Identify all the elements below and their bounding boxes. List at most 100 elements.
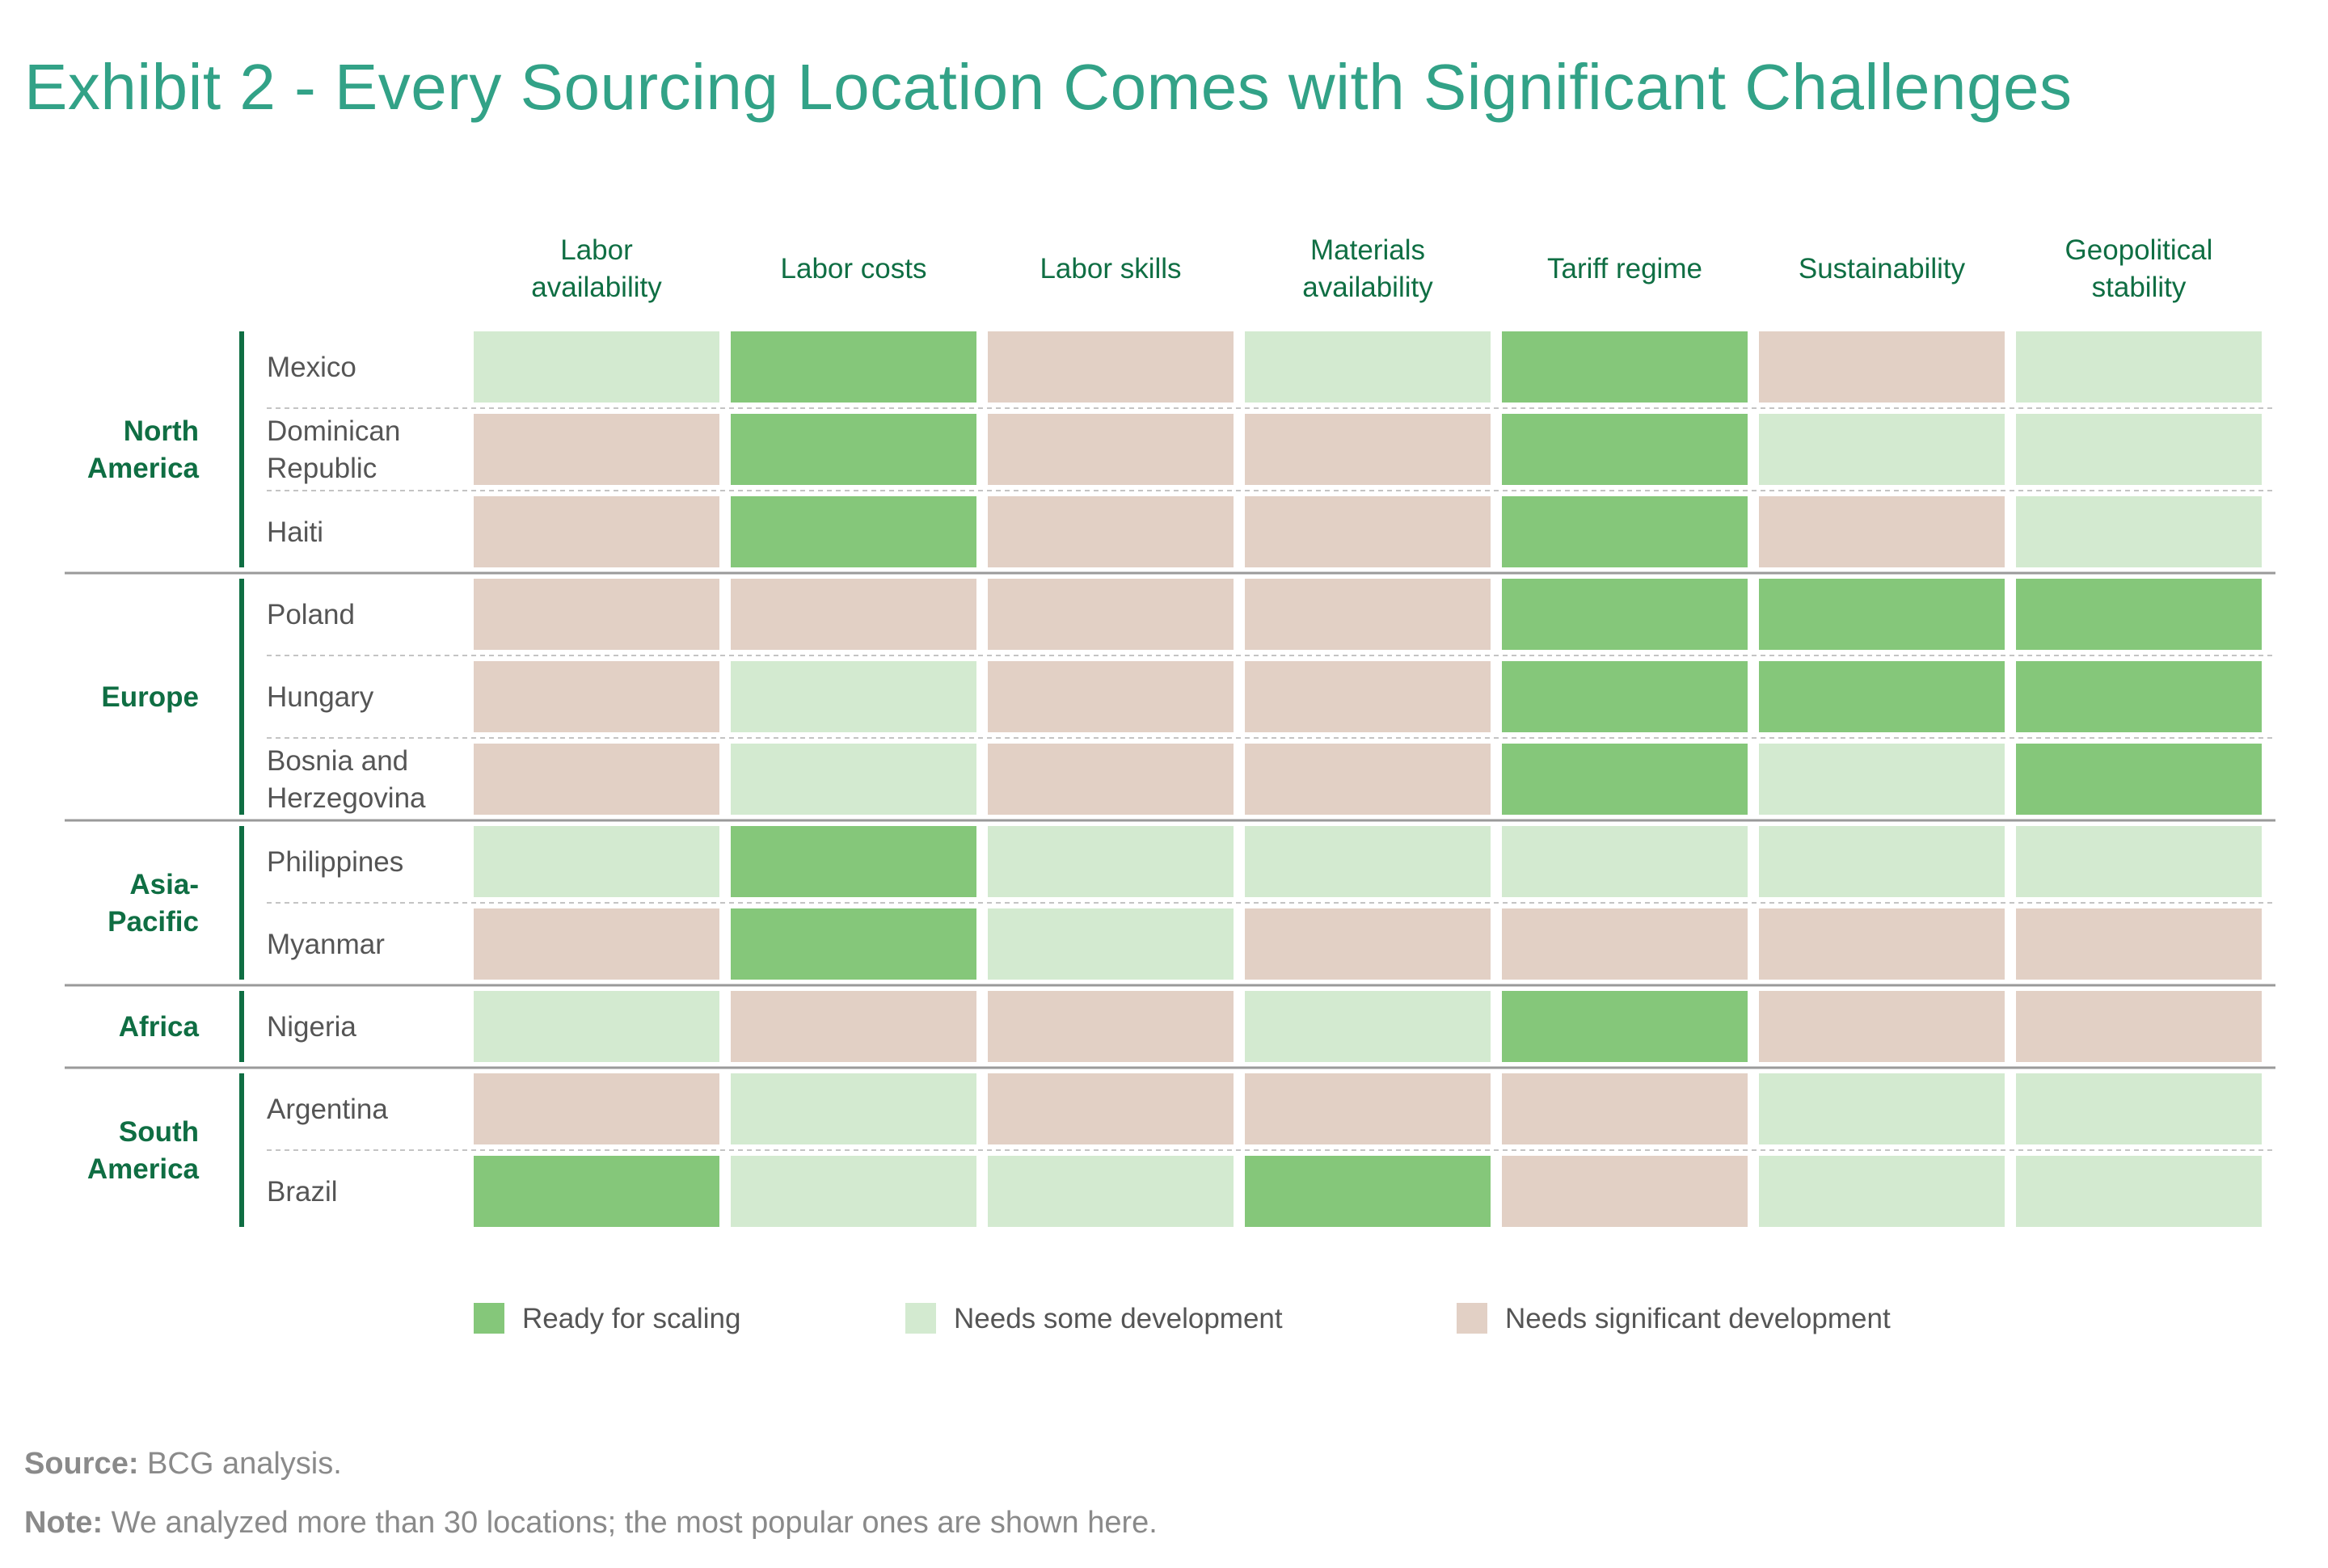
heatmap-cell <box>988 414 1234 485</box>
region-label: North <box>124 415 199 447</box>
country-label: Mexico <box>267 352 356 383</box>
heatmap-cell <box>988 1156 1234 1227</box>
heatmap-cell <box>1502 414 1748 485</box>
country-label: Brazil <box>267 1176 338 1208</box>
source-line: Source: BCG analysis. <box>24 1447 1158 1482</box>
heatmap-cell <box>1245 908 1491 980</box>
heatmap-cell <box>1245 1156 1491 1227</box>
legend-swatch-significant <box>1457 1303 1487 1334</box>
region-label: Africa <box>119 1011 200 1043</box>
heatmap-cell <box>2016 991 2262 1062</box>
heatmap-cell <box>1245 414 1491 485</box>
heatmap-cell <box>1759 579 2005 650</box>
region-bar <box>239 331 244 567</box>
region-label: America <box>87 1153 200 1185</box>
heatmap-cell <box>1759 661 2005 732</box>
heatmap-cell <box>474 1156 719 1227</box>
heatmap-cell <box>988 1073 1234 1144</box>
heatmap-cell <box>474 826 719 897</box>
heatmap-cell <box>731 908 976 980</box>
heatmap-cell <box>474 744 719 815</box>
heatmap-cell <box>731 1073 976 1144</box>
legend-label: Needs significant development <box>1505 1303 1891 1334</box>
heatmap-cell <box>2016 579 2262 650</box>
region-label: Asia- <box>129 869 199 900</box>
heatmap-cell <box>474 496 719 567</box>
heatmap-cell <box>1502 1156 1748 1227</box>
heatmap-cell <box>2016 1073 2262 1144</box>
heatmap-cell <box>1759 496 2005 567</box>
heatmap-cell <box>988 496 1234 567</box>
column-header: Sustainability <box>1799 253 1966 285</box>
heatmap-cell <box>1759 1073 2005 1144</box>
heatmap-cell <box>1502 331 1748 403</box>
heatmap-cell <box>1245 496 1491 567</box>
heatmap-cell <box>731 496 976 567</box>
country-label: Herzegovina <box>267 782 426 814</box>
heatmap-cell <box>988 331 1234 403</box>
heatmap-cell <box>988 908 1234 980</box>
heatmap-cell <box>474 991 719 1062</box>
heatmap-cell <box>1502 579 1748 650</box>
heatmap-cell <box>1502 744 1748 815</box>
heatmap-cell <box>731 991 976 1062</box>
heatmap-cell <box>1502 991 1748 1062</box>
heatmap-cell <box>1502 908 1748 980</box>
legend-swatch-ready <box>474 1303 504 1334</box>
legend-label: Needs some development <box>954 1303 1283 1334</box>
heatmap-cell <box>1759 991 2005 1062</box>
country-label: Philippines <box>267 846 403 878</box>
country-label: Hungary <box>267 681 374 713</box>
heatmap-cell <box>988 579 1234 650</box>
heatmap-cell <box>731 744 976 815</box>
heatmap-cell <box>474 1073 719 1144</box>
column-header: availability <box>531 272 662 303</box>
column-header: Labor skills <box>1040 253 1181 285</box>
heatmap-cell <box>1759 331 2005 403</box>
heatmap-cell <box>2016 331 2262 403</box>
region-bar <box>239 826 244 980</box>
column-header: stability <box>2092 272 2187 303</box>
region-bar <box>239 579 244 815</box>
heatmap-cell <box>1245 991 1491 1062</box>
heatmap-cell <box>1759 908 2005 980</box>
heatmap-cell <box>474 414 719 485</box>
heatmap-cell <box>1759 744 2005 815</box>
heatmap-cell <box>731 1156 976 1227</box>
note-label: Note: <box>24 1506 103 1540</box>
heatmap-cell <box>731 661 976 732</box>
legend-swatch-some <box>905 1303 936 1334</box>
heatmap-cell <box>2016 496 2262 567</box>
heatmap-cell <box>474 661 719 732</box>
heatmap-cell <box>731 331 976 403</box>
region-label: America <box>87 453 200 484</box>
country-label: Poland <box>267 599 355 630</box>
country-label: Argentina <box>267 1094 388 1125</box>
heatmap-cell <box>2016 908 2262 980</box>
heatmap-cell <box>1502 826 1748 897</box>
country-label: Bosnia and <box>267 745 408 777</box>
country-label: Republic <box>267 453 377 484</box>
column-header: Tariff regime <box>1547 253 1702 285</box>
heatmap-cell <box>731 826 976 897</box>
heatmap-cell <box>1502 661 1748 732</box>
country-label: Myanmar <box>267 929 385 960</box>
heatmap-cell <box>988 991 1234 1062</box>
heatmap-cell <box>2016 744 2262 815</box>
page-title: Exhibit 2 - Every Sourcing Location Come… <box>24 51 2073 123</box>
country-label: Dominican <box>267 415 400 447</box>
heatmap-cell <box>988 826 1234 897</box>
heatmap-cell <box>731 579 976 650</box>
heatmap-cell <box>2016 661 2262 732</box>
note-text: We analyzed more than 30 locations; the … <box>111 1506 1158 1540</box>
column-header: Geopolitical <box>2065 234 2213 266</box>
source-label: Source: <box>24 1447 139 1481</box>
heatmap-cell <box>2016 414 2262 485</box>
heatmap-cell <box>1759 826 2005 897</box>
heatmap-cell <box>474 331 719 403</box>
heatmap-chart: Labor availability Labor costs Labor skills… <box>65 234 2275 1334</box>
heatmap-cell <box>1245 579 1491 650</box>
heatmap-cell <box>1502 496 1748 567</box>
region-label: Pacific <box>108 906 199 938</box>
heatmap-cell <box>1245 744 1491 815</box>
